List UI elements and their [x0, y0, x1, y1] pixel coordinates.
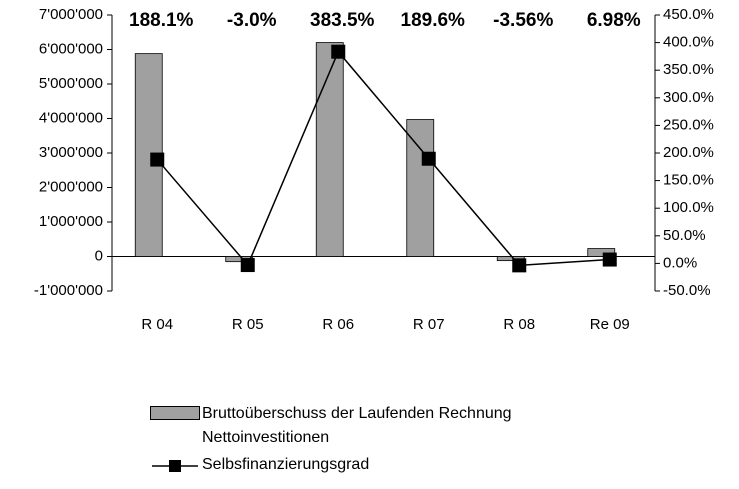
value-label: -3.56% — [493, 10, 553, 31]
bar — [406, 119, 435, 257]
y-tick-label: 6'000'000 — [39, 40, 103, 57]
bar — [587, 248, 616, 257]
marker — [331, 44, 346, 59]
y-tick-label: 4'000'000 — [39, 109, 103, 126]
x-tick-label: R 04 — [141, 316, 173, 333]
x-tick-label: Re 09 — [590, 316, 630, 333]
value-label: 189.6% — [401, 10, 466, 31]
x-tick-label: R 08 — [503, 316, 535, 333]
legend-swatch — [152, 460, 198, 472]
y2-tick-label: 0.0% — [663, 254, 697, 271]
marker — [240, 258, 255, 273]
y2-tick-label: 350.0% — [663, 61, 714, 78]
y2-tick-label: -50.0% — [663, 282, 711, 299]
y2-tick-label: 300.0% — [663, 89, 714, 106]
x-tick-label: R 05 — [232, 316, 264, 333]
value-label: 383.5% — [310, 10, 375, 31]
y2-tick-label: 250.0% — [663, 116, 714, 133]
legend-label: Selbsfinanzierungsgrad — [202, 456, 370, 473]
y-tick-label: 1'000'000 — [39, 213, 103, 230]
value-label: 188.1% — [129, 10, 194, 31]
y2-tick-label: 50.0% — [663, 227, 706, 244]
marker — [512, 258, 527, 273]
y2-tick-label: 200.0% — [663, 144, 714, 161]
y-tick-label: -1'000'000 — [34, 282, 103, 299]
marker — [421, 151, 436, 166]
bar — [134, 53, 163, 257]
legend-line: Selbsfinanzierungsgrad — [150, 456, 369, 476]
y-tick-label: 2'000'000 — [39, 178, 103, 195]
y2-tick-label: 100.0% — [663, 199, 714, 216]
marker — [150, 152, 165, 167]
x-tick-label: R 06 — [322, 316, 354, 333]
y-tick-label: 5'000'000 — [39, 75, 103, 92]
legend-bar: Bruttoüberschuss der Laufenden Rechnung … — [150, 402, 632, 450]
bar — [315, 42, 344, 257]
value-label: -3.0% — [227, 10, 277, 31]
marker — [602, 252, 617, 267]
line — [156, 50, 610, 267]
y-tick-label: 3'000'000 — [39, 144, 103, 161]
y-tick-label: 7'000'000 — [39, 6, 103, 23]
y2-tick-label: 150.0% — [663, 172, 714, 189]
x-tick-label: R 07 — [413, 316, 445, 333]
value-label: 6.98% — [587, 10, 641, 31]
legend-swatch — [150, 406, 200, 420]
y2-tick-label: 400.0% — [663, 34, 714, 51]
y-tick-label: 0 — [95, 247, 103, 264]
y2-tick-label: 450.0% — [663, 6, 714, 23]
legend-label: Bruttoüberschuss der Laufenden Rechnung … — [202, 405, 512, 446]
